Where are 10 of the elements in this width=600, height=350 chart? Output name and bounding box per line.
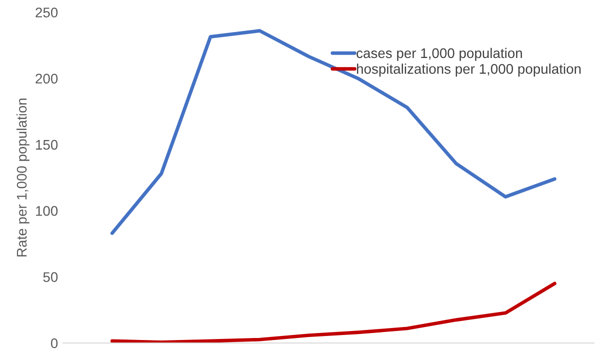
line-series [110, 282, 556, 343]
legend-label: hospitalizations per 1,000 population [357, 64, 581, 77]
y-tick-label: 0 [50, 338, 58, 348]
y-tick-label: 150 [36, 140, 58, 150]
legend-label: cases per 1,000 population [356, 48, 522, 61]
y-tick-label: 250 [36, 8, 58, 18]
y-tick-label: 50 [43, 272, 58, 282]
y-axis-title: Rate per 1,000 population [16, 98, 30, 256]
y-tick-label: 100 [36, 206, 58, 216]
y-tick-label: 200 [36, 74, 58, 84]
